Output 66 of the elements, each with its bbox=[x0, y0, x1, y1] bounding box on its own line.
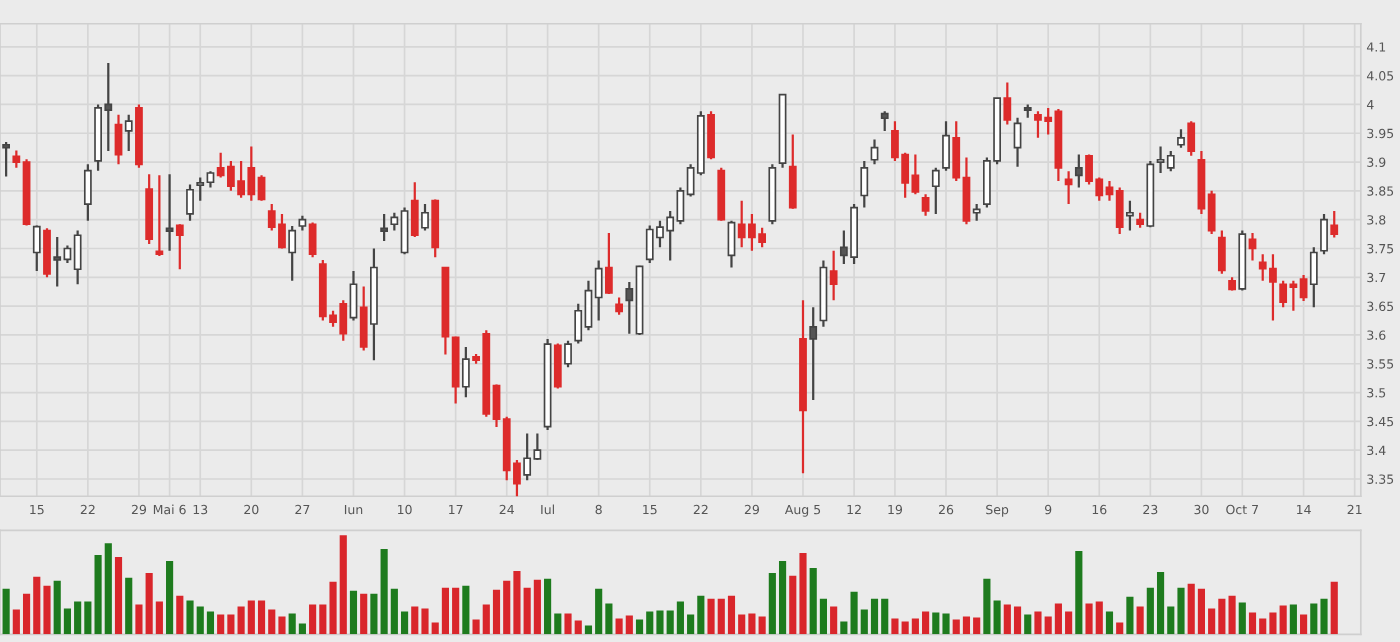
bar bbox=[462, 585, 470, 635]
candlestick bbox=[1187, 120, 1196, 157]
bar bbox=[1330, 581, 1338, 635]
candlestick bbox=[288, 224, 297, 282]
candlestick bbox=[931, 166, 940, 216]
candlestick bbox=[32, 224, 41, 273]
bar bbox=[114, 557, 123, 635]
candlestick bbox=[380, 212, 389, 243]
bar bbox=[1024, 614, 1032, 635]
candlestick bbox=[788, 133, 797, 210]
bar bbox=[176, 595, 184, 635]
candlestick bbox=[1320, 212, 1328, 256]
bar bbox=[1228, 595, 1236, 635]
bar bbox=[1136, 606, 1144, 635]
candlestick bbox=[604, 231, 613, 296]
candlestick bbox=[359, 285, 368, 352]
candlestick bbox=[461, 345, 470, 399]
bar bbox=[1105, 611, 1114, 635]
candlestick bbox=[186, 183, 194, 222]
candlestick bbox=[1177, 128, 1185, 149]
candlestick bbox=[155, 174, 164, 258]
bar bbox=[830, 606, 838, 635]
bar bbox=[166, 561, 174, 635]
bar bbox=[1075, 551, 1083, 635]
bar bbox=[360, 593, 368, 635]
candlestick bbox=[43, 227, 51, 279]
candlestick bbox=[880, 110, 889, 133]
bar bbox=[1116, 622, 1124, 635]
candlestick bbox=[829, 249, 838, 302]
bar bbox=[349, 590, 358, 635]
candlestick bbox=[921, 193, 930, 217]
bar bbox=[1289, 604, 1297, 635]
candlestick bbox=[1074, 153, 1083, 189]
candlestick bbox=[1309, 246, 1318, 309]
candlestick bbox=[1126, 199, 1134, 232]
bar bbox=[125, 577, 133, 635]
bar bbox=[758, 616, 766, 635]
candlestick bbox=[2, 140, 11, 178]
candlestick bbox=[431, 198, 440, 259]
candlestick bbox=[83, 163, 92, 222]
candlestick bbox=[1330, 209, 1339, 239]
candlestick bbox=[421, 203, 429, 232]
candlestick bbox=[175, 223, 184, 271]
candlestick bbox=[1003, 81, 1012, 126]
candlestick bbox=[870, 138, 879, 166]
bar bbox=[993, 600, 1001, 635]
candlestick bbox=[707, 110, 715, 161]
candlestick bbox=[564, 339, 572, 369]
candlestick bbox=[308, 221, 317, 259]
candlestick bbox=[860, 159, 869, 209]
candlestick bbox=[1064, 170, 1073, 206]
bar bbox=[1238, 602, 1246, 635]
bar bbox=[1126, 596, 1134, 635]
bar bbox=[370, 593, 378, 635]
bar bbox=[983, 578, 991, 635]
candlestick bbox=[1248, 231, 1257, 262]
candlestick bbox=[124, 113, 133, 153]
candlestick bbox=[349, 269, 358, 322]
candlestick bbox=[942, 120, 950, 172]
bar bbox=[1300, 614, 1308, 635]
bar bbox=[2, 588, 10, 635]
candlestick bbox=[809, 306, 818, 402]
candlestick bbox=[1217, 229, 1226, 275]
candlestick bbox=[165, 173, 174, 252]
candlestick bbox=[410, 181, 419, 239]
candlestick bbox=[553, 342, 562, 390]
